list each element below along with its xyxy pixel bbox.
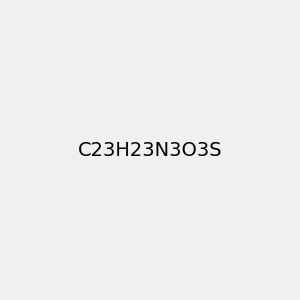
Text: C23H23N3O3S: C23H23N3O3S xyxy=(78,140,222,160)
